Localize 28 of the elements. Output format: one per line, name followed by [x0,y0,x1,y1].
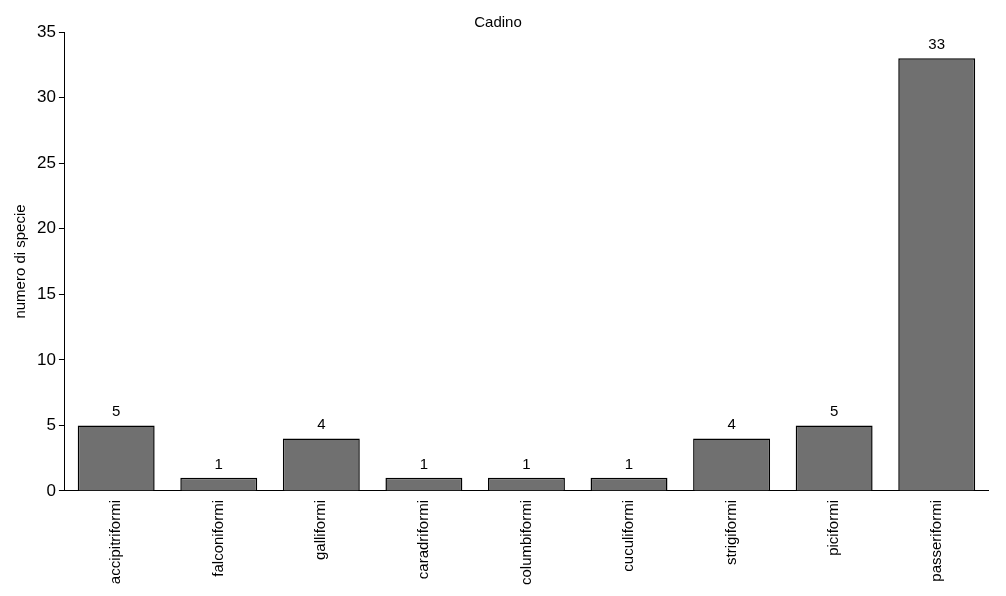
x-tick-label: piciformi [824,499,842,556]
y-tick-label: 35 [36,21,56,41]
data-label: 5 [829,402,839,420]
y-tick-label: 0 [46,480,56,500]
data-label: 33 [928,34,946,52]
y-axis-title: numero di specie [11,204,29,319]
data-label: 1 [214,454,223,472]
x-tick-label: passeriformi [926,499,944,582]
y-tick-label: 25 [36,152,56,172]
data-label: 5 [112,402,121,420]
y-tick-label: 5 [46,415,56,435]
data-label: 1 [522,454,531,472]
data-label: 1 [624,454,634,472]
chart-title: Cadino [474,13,522,31]
x-tick-label: accipitriformi [106,499,124,585]
y-tick-label: 20 [36,218,56,238]
data-label: 4 [317,415,326,433]
x-tick-label: cuculiformi [619,499,637,572]
x-tick-label: falconiformi [208,499,226,577]
y-tick-label: 10 [36,349,56,369]
x-tick-label: strigiformi [721,499,739,565]
x-tick-label: columbiformi [516,499,534,586]
y-tick-label: 15 [36,283,56,303]
data-label: 1 [419,454,429,472]
x-tick-label: galliformi [311,499,329,560]
x-tick-label: caradriformi [414,499,432,580]
data-label: 4 [727,415,736,433]
y-tick-label: 30 [36,87,56,107]
